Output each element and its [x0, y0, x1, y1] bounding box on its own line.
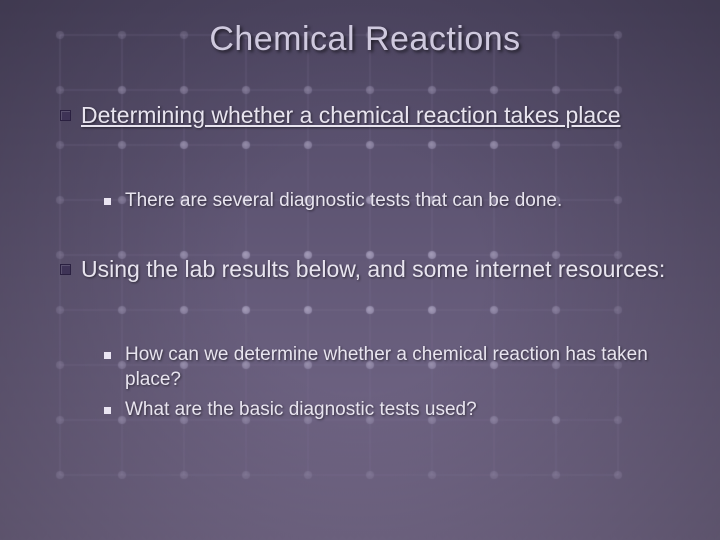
bullet-text: How can we determine whether a chemical … — [125, 343, 670, 392]
bullet-level1: Using the lab results below, and some in… — [60, 255, 670, 283]
bullet-text: What are the basic diagnostic tests used… — [125, 398, 477, 422]
bullet-text: Determining whether a chemical reaction … — [81, 101, 621, 129]
slide-body: Determining whether a chemical reaction … — [60, 101, 670, 422]
square-bullet-icon — [60, 264, 71, 275]
spacer — [60, 219, 670, 255]
slide-title: Chemical Reactions — [60, 20, 670, 59]
bullet-text: Using the lab results below, and some in… — [81, 255, 665, 283]
bullet-level1: Determining whether a chemical reaction … — [60, 101, 670, 129]
small-square-bullet-icon — [104, 198, 111, 205]
small-square-bullet-icon — [104, 352, 111, 359]
bullet-level2: There are several diagnostic tests that … — [104, 189, 670, 213]
bullet-text: There are several diagnostic tests that … — [125, 189, 562, 213]
small-square-bullet-icon — [104, 407, 111, 414]
spacer — [60, 307, 670, 343]
square-bullet-icon — [60, 110, 71, 121]
slide-content: Chemical Reactions Determining whether a… — [0, 0, 720, 540]
bullet-level2: How can we determine whether a chemical … — [104, 343, 670, 392]
bullet-level2: What are the basic diagnostic tests used… — [104, 398, 670, 422]
spacer — [60, 153, 670, 189]
